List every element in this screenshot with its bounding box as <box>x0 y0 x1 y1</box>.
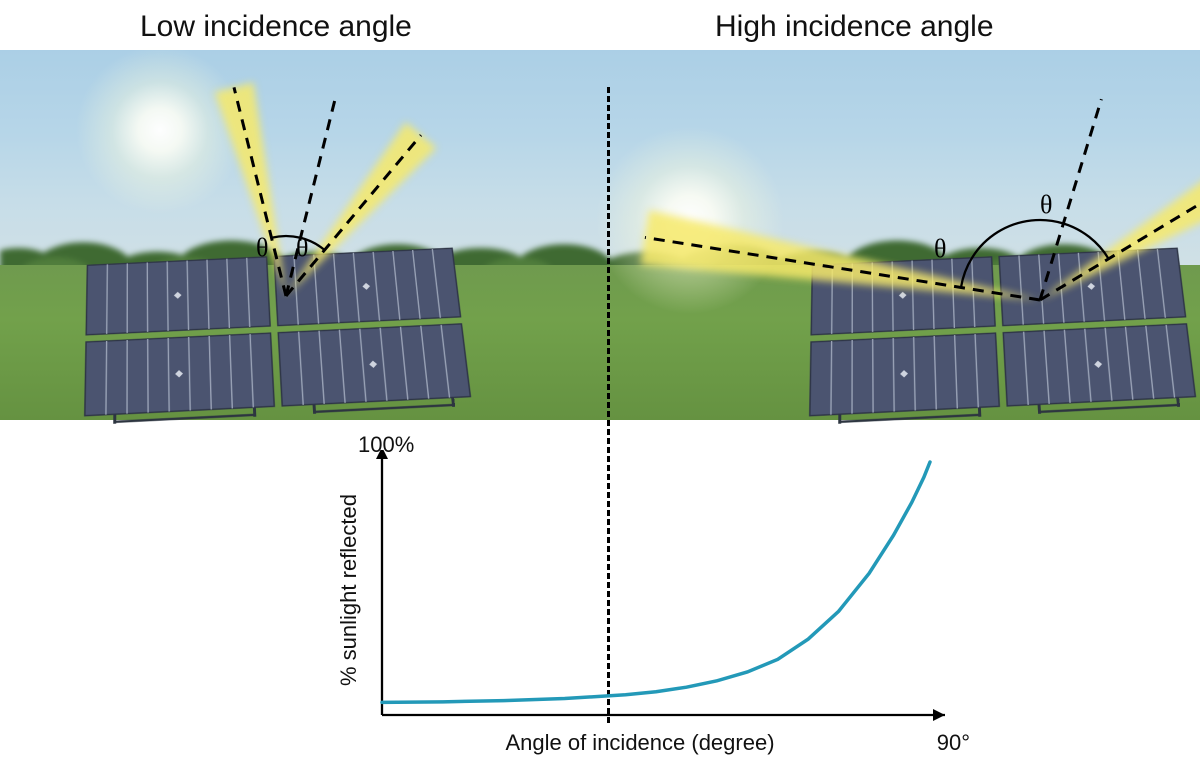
scene: θ θ θ θ <box>0 50 1200 420</box>
theta-right-1: θ <box>934 234 946 264</box>
theta-left-1: θ <box>256 233 268 263</box>
x-axis-label: Angle of incidence (degree) <box>460 730 820 756</box>
title-right: High incidence angle <box>715 10 994 44</box>
sky <box>0 50 1200 265</box>
panel-svg <box>810 248 1197 425</box>
title-left: Low incidence angle <box>140 10 412 44</box>
y-axis-label: % sunlight reflected <box>336 470 362 710</box>
panel-svg <box>85 248 472 425</box>
x-end-label: 90° <box>937 730 970 756</box>
reflectance-chart: 100% % sunlight reflected Angle of incid… <box>340 450 960 760</box>
chart-svg <box>340 450 960 760</box>
theta-right-2: θ <box>1040 190 1052 220</box>
y-top-label: 100% <box>358 432 414 458</box>
theta-left-2: θ <box>296 233 308 263</box>
solar-panel-right <box>799 246 1200 431</box>
solar-panel-left <box>74 246 493 431</box>
